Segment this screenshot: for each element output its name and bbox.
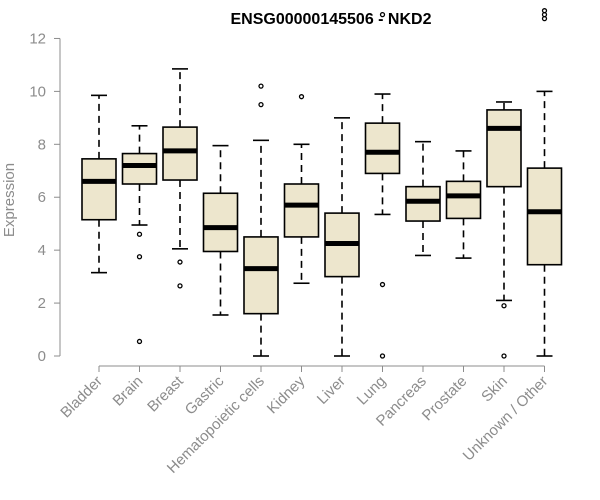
outlier-point <box>258 83 264 89</box>
boxes-layer <box>81 8 563 359</box>
outlier-point <box>379 281 386 288</box>
box-group <box>243 83 279 357</box>
y-axis-label: Expression <box>1 163 18 237</box>
x-tick-label: Liver <box>314 373 349 408</box>
y-tick-label: 12 <box>29 30 46 47</box>
box-group <box>445 150 482 259</box>
box-group <box>324 117 360 357</box>
box-iqr <box>243 236 279 315</box>
outlier-point <box>136 338 143 345</box>
outlier-point <box>379 11 386 18</box>
box-group <box>202 144 239 316</box>
outlier-point <box>541 8 548 14</box>
box-iqr <box>283 183 320 238</box>
y-tick-label: 8 <box>38 136 46 153</box>
box-group <box>486 101 522 359</box>
box-group <box>162 68 198 289</box>
x-tick-label: Bladder <box>57 373 106 422</box>
outlier-point <box>136 254 143 260</box>
box-iqr <box>526 167 563 266</box>
box-group <box>81 94 117 274</box>
box-iqr <box>121 152 158 185</box>
box-group <box>364 11 401 359</box>
x-tick-label: Lung <box>354 373 390 409</box>
box-iqr <box>162 126 198 181</box>
box-group <box>405 140 441 257</box>
box-iqr <box>81 158 117 221</box>
outlier-point <box>501 303 507 309</box>
box-iqr <box>364 122 401 175</box>
outlier-point <box>258 101 264 108</box>
y-tick-label: 10 <box>29 83 46 100</box>
y-tick-label: 4 <box>38 242 46 259</box>
outlier-point <box>177 283 183 289</box>
outlier-point <box>136 231 143 237</box>
box-iqr <box>445 180 482 220</box>
outlier-point <box>177 259 183 265</box>
box-group <box>526 8 563 357</box>
y-tick-label: 0 <box>38 348 46 365</box>
x-tick-label: Skin <box>478 373 511 406</box>
box-iqr <box>405 185 441 222</box>
y-tick-label: 6 <box>38 189 46 206</box>
box-group <box>121 124 158 345</box>
y-tick-label: 2 <box>38 295 46 312</box>
outlier-point <box>501 353 507 359</box>
box-iqr <box>202 192 239 253</box>
box-group <box>283 94 320 285</box>
x-tick-label: Brain <box>110 373 147 410</box>
y-axis: 0 2 4 6 8 10 12 <box>29 30 61 365</box>
outlier-point <box>298 94 305 100</box>
x-tick-label: Kidney <box>264 372 309 417</box>
chart-title: ENSG00000145506 - NKD2 <box>230 11 431 28</box>
x-tick-label: Prostate <box>419 373 471 425</box>
x-tick-label: Breast <box>144 372 187 415</box>
box-iqr <box>486 109 522 188</box>
outlier-point <box>379 353 386 359</box>
